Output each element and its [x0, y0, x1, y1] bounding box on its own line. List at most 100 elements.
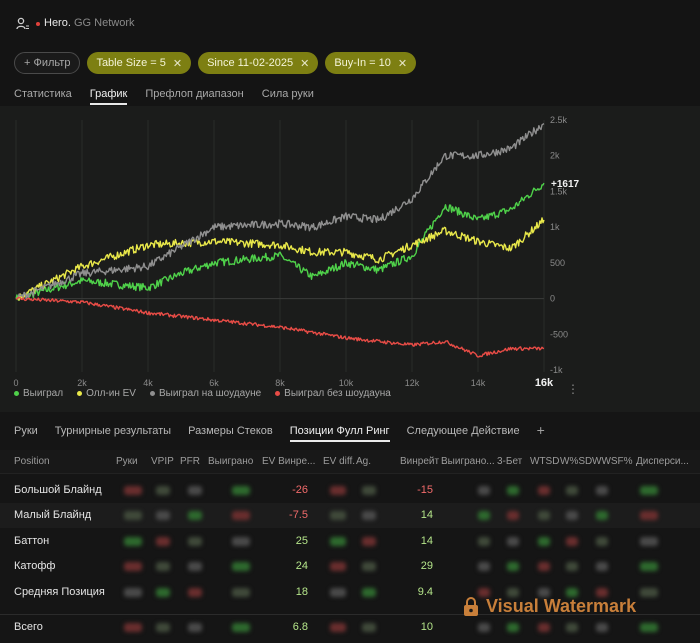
- tab-graph[interactable]: График: [89, 88, 128, 105]
- column-header[interactable]: Руки: [116, 456, 138, 467]
- tab-tournament-results[interactable]: Турнирные результаты: [54, 425, 172, 437]
- column-header[interactable]: Ag.: [356, 456, 372, 467]
- filter-label: + Фильтр: [24, 57, 71, 69]
- ev-winrate-cell: 25: [295, 535, 308, 547]
- table-row[interactable]: Катофф 24 29: [0, 554, 700, 579]
- legend-item[interactable]: Выиграл: [14, 388, 63, 399]
- tab-statistics[interactable]: Статистика: [14, 88, 72, 100]
- blurred-cell: [124, 623, 142, 632]
- legend-item[interactable]: Олл-ин EV: [77, 388, 136, 399]
- series-line: [15, 122, 545, 300]
- y-tick-label: 1k: [550, 222, 560, 232]
- column-header[interactable]: WWSF%: [592, 456, 633, 467]
- tab-positions-full-ring[interactable]: Позиции Фулл Ринг: [289, 425, 390, 442]
- column-header[interactable]: Винрейт ...: [400, 456, 451, 467]
- blurred-cell: [566, 562, 578, 571]
- column-header[interactable]: W%SD: [560, 456, 593, 467]
- legend-swatch: [77, 391, 83, 396]
- filter-button[interactable]: + Фильтр: [14, 52, 81, 74]
- column-header[interactable]: Дисперси...: [636, 456, 689, 467]
- x-tick-label: 14k: [471, 378, 486, 386]
- column-header[interactable]: EV Винре...: [262, 456, 316, 467]
- column-header[interactable]: EV diff.: [323, 456, 356, 467]
- tab-preflop-range[interactable]: Префлоп диапазон: [145, 88, 244, 100]
- filter-chip-since[interactable]: Since 11-02-2025 ✕: [198, 52, 319, 74]
- winrate-cell: 14: [420, 509, 433, 521]
- blurred-cell: [640, 562, 658, 571]
- blurred-cell: [232, 562, 250, 571]
- column-header[interactable]: Position: [14, 456, 50, 467]
- hero-account[interactable]: Hero. GG Network: [44, 17, 134, 29]
- column-header[interactable]: PFR: [180, 456, 200, 467]
- series-line: [15, 296, 545, 358]
- table-row[interactable]: Малый Блайнд -7.5 14: [0, 503, 700, 528]
- filter-chip-label: Buy-In = 10: [334, 57, 391, 69]
- legend-swatch: [14, 391, 19, 396]
- tab-hand-strength[interactable]: Сила руки: [261, 88, 314, 100]
- blurred-cell: [507, 511, 519, 520]
- table-row[interactable]: Большой Блайнд -26 -15: [0, 478, 700, 503]
- blurred-cell: [232, 511, 250, 520]
- filter-chip-label: Table Size = 5: [96, 57, 166, 69]
- legend-item[interactable]: Выиграл на шоудауне: [149, 388, 262, 399]
- blurred-cell: [507, 588, 519, 597]
- winrate-cell: 9.4: [417, 586, 433, 598]
- legend-item[interactable]: Выиграл без шоудауна: [275, 388, 391, 399]
- close-icon[interactable]: ✕: [172, 57, 183, 70]
- y-tick-label: 2k: [550, 151, 560, 161]
- table-total-row[interactable]: Всего 6.8 10: [0, 614, 700, 639]
- blurred-cell: [596, 486, 608, 495]
- close-icon[interactable]: ✕: [300, 57, 310, 70]
- column-header[interactable]: Выиграно: [208, 456, 254, 467]
- table-row[interactable]: Баттон 25 14: [0, 529, 700, 554]
- more-options-icon[interactable]: ⋮: [567, 382, 579, 396]
- winrate-cell: 29: [420, 560, 433, 572]
- blurred-cell: [330, 623, 346, 632]
- x-tick-label: 2k: [77, 378, 87, 386]
- table-row[interactable]: Средняя Позиция 18 9.4: [0, 580, 700, 605]
- tab-hands[interactable]: Руки: [14, 425, 38, 437]
- blurred-cell: [232, 588, 250, 597]
- blurred-cell: [478, 623, 490, 632]
- blurred-cell: [232, 486, 250, 495]
- blurred-cell: [478, 511, 490, 520]
- column-header[interactable]: Выиграно...: [441, 456, 495, 467]
- legend-label: Выиграл: [23, 388, 64, 399]
- blurred-cell: [596, 562, 608, 571]
- blurred-cell: [156, 588, 170, 597]
- blurred-cell: [156, 537, 170, 546]
- add-tab-icon[interactable]: +: [536, 422, 545, 438]
- winrate-cell: 10: [420, 621, 433, 633]
- x-tick-label: 4k: [143, 378, 153, 386]
- tab-stack-sizes[interactable]: Размеры Стеков: [188, 425, 273, 437]
- close-icon[interactable]: ✕: [397, 57, 408, 70]
- blurred-cell: [538, 623, 550, 632]
- column-header[interactable]: VPIP: [151, 456, 174, 467]
- x-tick-label: 12k: [405, 378, 420, 386]
- filter-chip-table-size[interactable]: Table Size = 5 ✕: [87, 52, 192, 74]
- watermark: Visual Watermark: [462, 596, 636, 617]
- y-tick-label: -500: [550, 329, 568, 339]
- top-bar: Hero. GG Network: [0, 0, 700, 48]
- blurred-cell: [538, 486, 550, 495]
- user-icon[interactable]: [16, 17, 30, 31]
- blurred-cell: [640, 588, 658, 597]
- tab-next-action[interactable]: Следующее Действие: [406, 425, 520, 437]
- bottom-tabs: Руки Турнирные результаты Размеры Стеков…: [14, 422, 545, 442]
- blurred-cell: [478, 588, 490, 597]
- blurred-cell: [538, 511, 550, 520]
- blurred-cell: [538, 588, 550, 597]
- graph-panel: 0 2k 4k 6k 8k 10k 12k 14k 16k 2.5k 2k 1.5k 1k 500 0 -50…: [0, 106, 700, 412]
- filter-chip-buy-in[interactable]: Buy-In = 10 ✕: [325, 52, 417, 74]
- filter-bar: + Фильтр Table Size = 5 ✕ Since 11-02-20…: [14, 52, 417, 74]
- column-header[interactable]: WTSD: [530, 456, 560, 467]
- blurred-cell: [124, 588, 142, 597]
- position-cell: Средняя Позиция: [14, 586, 105, 598]
- position-cell: Большой Блайнд: [14, 484, 102, 496]
- column-header[interactable]: 3-Бет: [497, 456, 523, 467]
- x-tick-label: 10k: [339, 378, 354, 386]
- blurred-cell: [362, 588, 376, 597]
- legend-label: Олл-ин EV: [86, 388, 136, 399]
- main-tabs: Статистика График Префлоп диапазон Сила …: [14, 88, 314, 105]
- legend-label: Выиграл на шоудауне: [158, 388, 262, 399]
